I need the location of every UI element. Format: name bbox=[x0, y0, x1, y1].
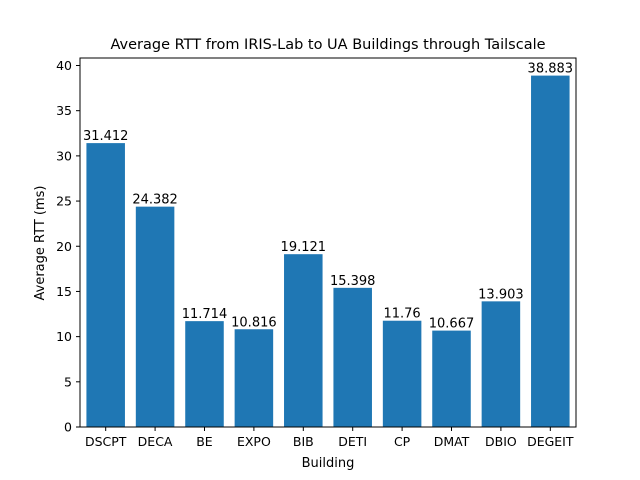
y-tick-label: 30 bbox=[56, 148, 72, 163]
y-tick-label: 20 bbox=[56, 239, 72, 254]
x-tick-label: DSCPT bbox=[85, 434, 127, 449]
x-tick-label: CP bbox=[394, 434, 411, 449]
bar-value-label: 11.714 bbox=[182, 307, 228, 322]
y-tick-label: 5 bbox=[64, 374, 72, 389]
bar-cp bbox=[382, 320, 422, 427]
bar-value-label: 38.883 bbox=[528, 62, 574, 77]
bar-bib bbox=[284, 254, 323, 427]
bar-value-label: 13.903 bbox=[478, 287, 524, 302]
bar-value-label: 11.76 bbox=[383, 307, 420, 322]
x-tick-label: BE bbox=[196, 434, 213, 449]
bar-dbio bbox=[481, 301, 521, 427]
x-tick-label: DEGEIT bbox=[527, 434, 574, 449]
bar-expo bbox=[234, 329, 274, 427]
plot-area: 31.412 DSCPT 24.382 DECA 11.714 BE 10.816 EXPO 1… bbox=[56, 57, 577, 449]
bar-deca bbox=[135, 206, 175, 427]
bar-value-label: 19.121 bbox=[281, 240, 327, 255]
y-tick-label: 0 bbox=[64, 420, 72, 435]
y-tick-label: 10 bbox=[56, 329, 72, 344]
y-tick-label: 15 bbox=[56, 284, 72, 299]
x-tick-label: EXPO bbox=[237, 434, 271, 449]
bar-value-label: 24.382 bbox=[132, 193, 178, 208]
y-axis-label: Average RTT (ms) bbox=[33, 186, 48, 301]
bar-value-label: 10.816 bbox=[231, 315, 277, 330]
bar-value-label: 31.412 bbox=[83, 129, 129, 144]
x-tick-label: BIB bbox=[293, 434, 314, 449]
bar-value-label: 10.667 bbox=[429, 317, 475, 332]
x-tick-label: DECA bbox=[138, 434, 173, 449]
chart-title: Average RTT from IRIS-Lab to UA Building… bbox=[110, 37, 545, 53]
y-tick-label: 40 bbox=[56, 58, 72, 73]
bar-be bbox=[185, 321, 224, 427]
y-tick-label: 35 bbox=[56, 103, 72, 118]
y-tick-label: 25 bbox=[56, 194, 72, 209]
bar-degeit bbox=[531, 75, 570, 427]
x-axis-label: Building bbox=[302, 456, 355, 471]
bar-deti bbox=[333, 287, 372, 427]
bar-dmat bbox=[432, 330, 471, 427]
x-tick-label: DBIO bbox=[485, 434, 517, 449]
x-tick-label: DETI bbox=[338, 434, 367, 449]
x-tick-label: DMAT bbox=[434, 434, 470, 449]
bar-value-label: 15.398 bbox=[330, 274, 376, 289]
plot-frame bbox=[79, 57, 577, 428]
bar-dscpt bbox=[86, 143, 125, 428]
